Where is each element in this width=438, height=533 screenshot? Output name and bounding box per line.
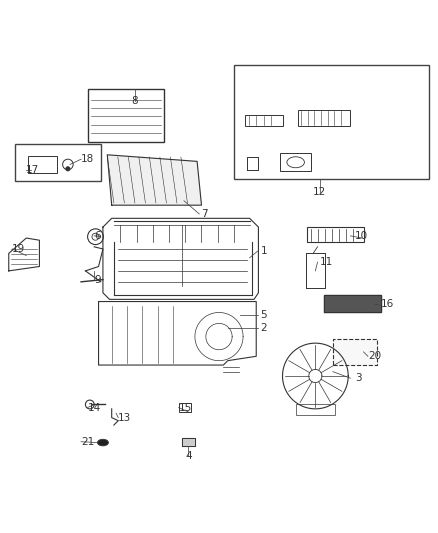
Bar — [234, 65, 429, 179]
Bar — [179, 403, 191, 412]
Text: 4: 4 — [185, 451, 192, 461]
Text: 16: 16 — [381, 298, 394, 309]
Bar — [245, 115, 283, 126]
Bar — [88, 89, 164, 142]
Text: 17: 17 — [26, 165, 39, 175]
Text: 14: 14 — [88, 402, 101, 413]
Text: 2: 2 — [261, 323, 267, 333]
Polygon shape — [107, 155, 201, 205]
Polygon shape — [324, 295, 381, 312]
Text: 11: 11 — [320, 257, 333, 267]
Text: 10: 10 — [355, 231, 368, 241]
Circle shape — [66, 167, 70, 171]
Text: 5: 5 — [261, 310, 267, 320]
Bar — [28, 156, 57, 173]
Bar — [15, 144, 101, 181]
Text: 21: 21 — [81, 437, 94, 447]
Bar — [298, 110, 350, 126]
Polygon shape — [333, 339, 377, 365]
Ellipse shape — [97, 439, 108, 446]
Text: 12: 12 — [313, 187, 326, 197]
Text: 18: 18 — [81, 154, 94, 164]
Text: 15: 15 — [179, 402, 192, 413]
Text: 3: 3 — [355, 373, 361, 383]
Text: 9: 9 — [94, 274, 101, 285]
Text: 20: 20 — [368, 351, 381, 361]
Text: 6: 6 — [94, 231, 101, 241]
Text: 19: 19 — [12, 244, 25, 254]
Bar — [280, 154, 311, 171]
Text: 7: 7 — [201, 209, 208, 219]
Text: 1: 1 — [261, 246, 267, 256]
Bar — [296, 405, 335, 415]
Polygon shape — [182, 438, 195, 446]
Bar — [182, 438, 195, 446]
Bar — [307, 227, 364, 243]
Text: 13: 13 — [118, 413, 131, 423]
Text: 8: 8 — [131, 96, 138, 106]
